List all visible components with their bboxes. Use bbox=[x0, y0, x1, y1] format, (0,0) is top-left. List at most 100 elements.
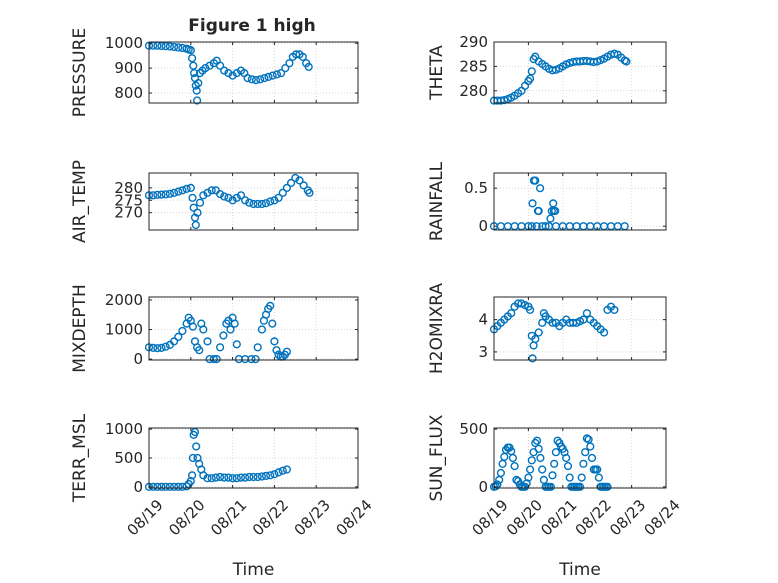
data-point bbox=[278, 188, 287, 197]
data-point bbox=[178, 186, 187, 195]
data-point bbox=[264, 72, 273, 82]
data-point bbox=[287, 178, 296, 188]
xlabel: Time bbox=[558, 560, 601, 580]
ylabel: PRESSURE bbox=[70, 28, 90, 117]
data-point bbox=[165, 42, 175, 51]
data-point bbox=[575, 482, 585, 491]
data-point bbox=[220, 192, 229, 201]
data-point bbox=[551, 448, 561, 457]
data-point bbox=[562, 453, 571, 463]
data-point bbox=[253, 199, 262, 209]
data-point bbox=[510, 462, 519, 471]
data-point bbox=[170, 482, 179, 491]
data-point bbox=[153, 344, 162, 353]
data-point bbox=[281, 63, 290, 73]
data-point bbox=[282, 347, 292, 356]
data-point bbox=[525, 305, 535, 315]
data-point bbox=[191, 220, 200, 230]
data-point bbox=[226, 325, 235, 334]
data-point bbox=[268, 71, 277, 80]
data-point bbox=[211, 473, 221, 482]
ylabel: MIXDEPTH bbox=[70, 284, 90, 373]
data-point bbox=[193, 208, 202, 217]
data-point bbox=[282, 183, 292, 193]
data-point bbox=[292, 50, 301, 59]
data-point bbox=[170, 188, 179, 197]
figure-title: Figure 1 high bbox=[188, 16, 316, 36]
data-point bbox=[268, 319, 277, 328]
data-point bbox=[272, 346, 281, 355]
data-point bbox=[304, 62, 313, 72]
data-point bbox=[257, 199, 267, 209]
data-point bbox=[534, 206, 543, 216]
ylabel: RAINFALL bbox=[427, 161, 447, 241]
ylabel: SUN_FLUX bbox=[427, 414, 447, 501]
data-point bbox=[245, 198, 254, 207]
data-point bbox=[531, 334, 540, 344]
data-point bbox=[261, 471, 271, 481]
data-point bbox=[228, 71, 237, 80]
data-point bbox=[186, 46, 195, 55]
data-point bbox=[550, 459, 559, 468]
data-point bbox=[192, 442, 201, 451]
data-point bbox=[548, 318, 557, 327]
data-point bbox=[199, 191, 208, 200]
data-point bbox=[232, 340, 241, 349]
data-point bbox=[285, 59, 294, 68]
data-point bbox=[587, 453, 597, 463]
data-point bbox=[230, 319, 239, 328]
data-point bbox=[277, 68, 286, 78]
data-point bbox=[209, 355, 218, 364]
data-point bbox=[563, 462, 573, 471]
data-point bbox=[249, 472, 258, 482]
axes-box bbox=[493, 427, 667, 489]
data-point bbox=[190, 427, 200, 437]
data-point bbox=[212, 355, 221, 364]
ytick-label: 3 bbox=[478, 343, 488, 361]
data-point bbox=[535, 184, 545, 193]
data-point bbox=[178, 326, 187, 336]
data-point bbox=[536, 453, 545, 463]
subplot-pressure: 800 900 1000 PRESSURE bbox=[70, 28, 359, 117]
data-point bbox=[174, 187, 183, 196]
data-point bbox=[157, 41, 166, 51]
data-point bbox=[610, 49, 619, 58]
data-point bbox=[232, 474, 241, 483]
data-point bbox=[174, 43, 183, 52]
data-point bbox=[274, 193, 283, 202]
ytick-label: 0 bbox=[133, 350, 143, 368]
data-point bbox=[186, 477, 195, 486]
data-point bbox=[603, 482, 612, 491]
data-point bbox=[546, 482, 555, 491]
data-point bbox=[224, 193, 233, 202]
data-point bbox=[207, 474, 216, 483]
data-point bbox=[266, 197, 275, 206]
ylabel: H2OMIXRA bbox=[427, 283, 447, 374]
data-point bbox=[528, 354, 537, 363]
ytick-label: 4 bbox=[478, 311, 488, 329]
data-point bbox=[161, 42, 170, 51]
data-point bbox=[593, 465, 602, 474]
data-point bbox=[153, 482, 162, 491]
data-point bbox=[586, 442, 595, 451]
data-point bbox=[525, 74, 535, 83]
data-point bbox=[195, 68, 205, 78]
data-point bbox=[188, 471, 197, 480]
data-point bbox=[216, 190, 225, 199]
subplot-mixdepth: 0 1000 2000 MIXDEPTH bbox=[70, 284, 359, 373]
data-point bbox=[581, 448, 590, 457]
ytick-label: 1000 bbox=[105, 34, 143, 52]
ytick-label: 800 bbox=[114, 84, 143, 102]
data-point bbox=[192, 86, 201, 95]
data-point bbox=[220, 66, 229, 75]
axes-box bbox=[493, 296, 667, 361]
data-point bbox=[195, 198, 205, 207]
axes-box bbox=[148, 41, 359, 104]
ylabel: TERR_MSL bbox=[70, 413, 90, 503]
axes-box bbox=[493, 172, 667, 231]
data-point bbox=[299, 181, 308, 190]
data-point bbox=[219, 331, 228, 340]
data-point bbox=[298, 52, 307, 62]
subplot-h2omixra: 3 4 H2OMIXRA bbox=[427, 283, 667, 374]
data-point bbox=[174, 482, 183, 491]
